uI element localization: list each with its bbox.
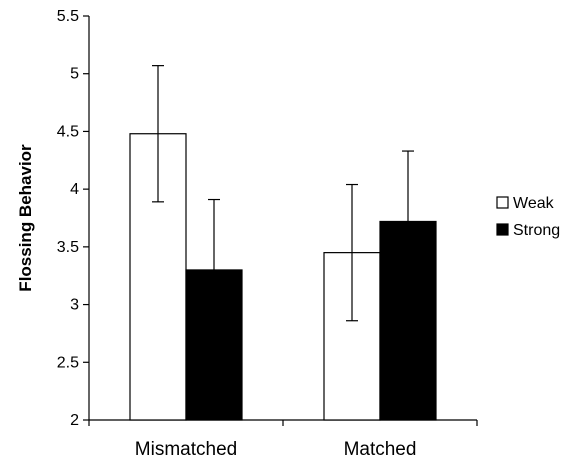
y-tick-label: 5.5 [57, 8, 79, 25]
x-axis: Mismatched Matched [88, 419, 478, 460]
x-category-label: Matched [344, 439, 417, 460]
legend-label-weak: Weak [513, 195, 555, 212]
y-tick-label: 2.5 [57, 354, 79, 371]
legend: Weak Strong [496, 195, 560, 239]
y-axis: 2 2.5 3 3.5 4 4.5 5 5.5 [57, 8, 90, 429]
bars [129, 133, 437, 421]
y-axis-title: Flossing Behavior [16, 144, 35, 292]
y-tick-label: 3 [70, 297, 79, 314]
legend-swatch-strong [496, 223, 509, 236]
x-category-label: Mismatched [135, 439, 237, 460]
legend-label-strong: Strong [513, 222, 560, 239]
y-tick-label: 4.5 [57, 123, 79, 140]
y-tick-label: 5 [70, 66, 79, 83]
bar-strong-mismatched [185, 269, 243, 421]
y-tick-label: 2 [70, 412, 79, 429]
legend-swatch-weak [496, 196, 509, 209]
error-bars [152, 65, 414, 340]
y-tick-label: 4 [70, 181, 79, 198]
y-tick-label: 3.5 [57, 239, 79, 256]
